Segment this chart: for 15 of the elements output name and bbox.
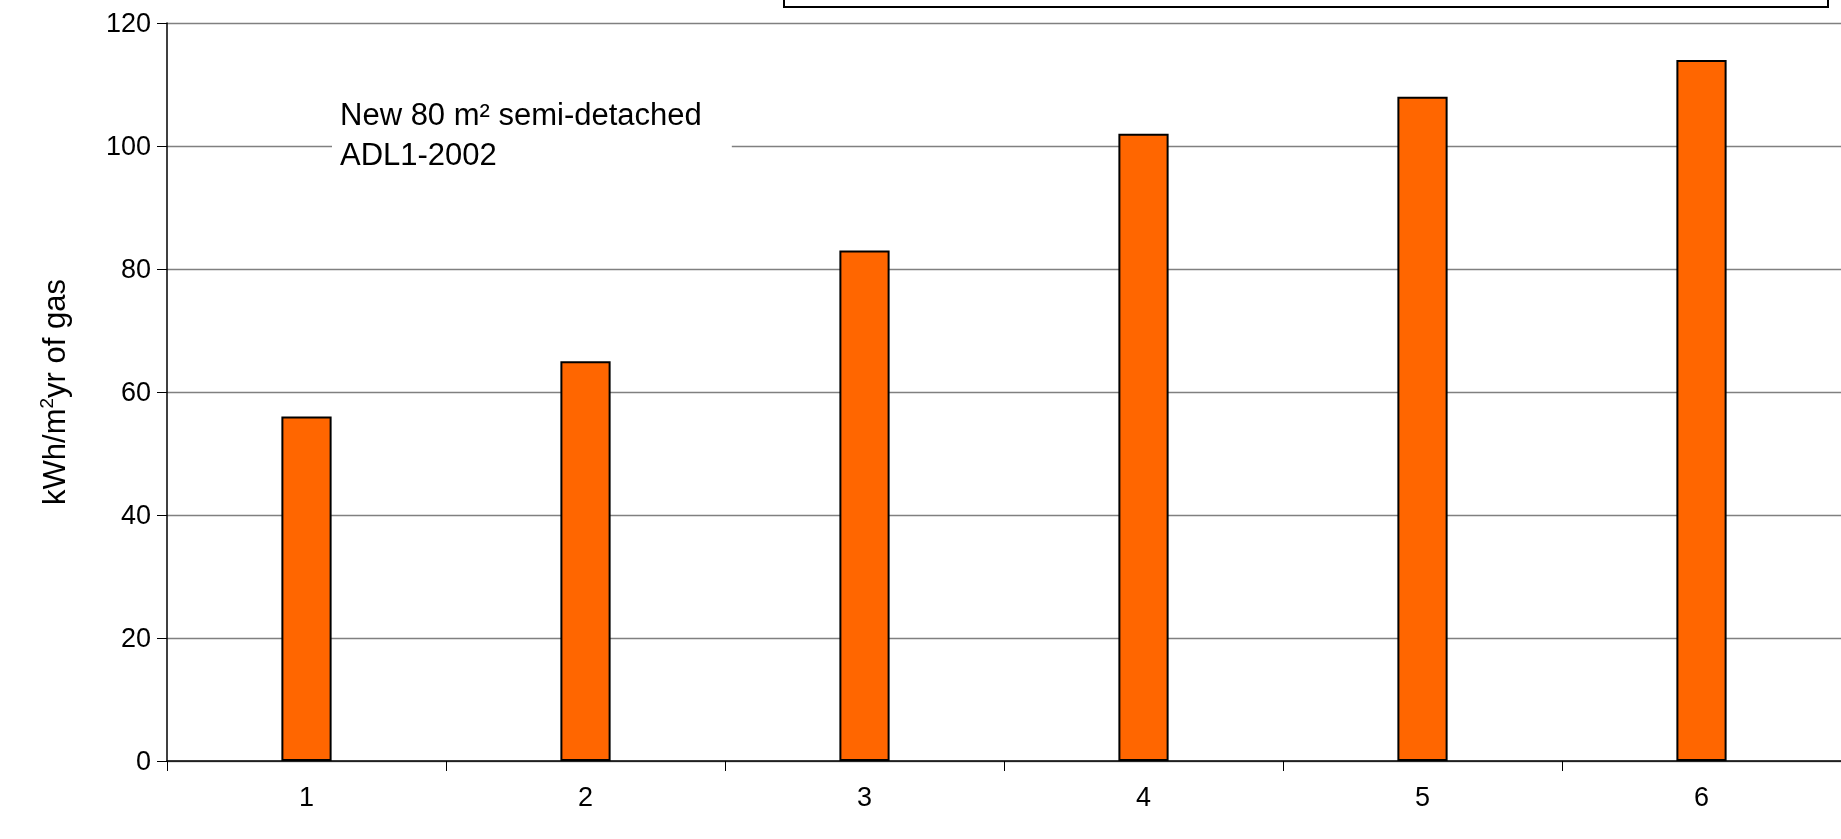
x-tick-label: 6 bbox=[1693, 781, 1710, 812]
x-tick-label: 4 bbox=[1135, 781, 1152, 812]
y-tick-label: 20 bbox=[120, 623, 151, 653]
y-tick-label: 100 bbox=[105, 131, 151, 161]
y-tick-label: 80 bbox=[120, 254, 151, 284]
x-tick-label: 2 bbox=[577, 781, 594, 812]
y-tick-label: 0 bbox=[135, 746, 151, 776]
y-tick-label: 120 bbox=[105, 8, 151, 38]
x-tick-label: 3 bbox=[856, 781, 873, 812]
y-tick-label: 40 bbox=[120, 500, 151, 530]
annotation: New 80 m² semi-detached ADL1-2002 bbox=[340, 96, 702, 172]
x-tick-label: 5 bbox=[1414, 781, 1431, 812]
y-tick-label: 60 bbox=[120, 377, 151, 407]
y-axis-title: kWh/m2yr of gas bbox=[36, 279, 72, 505]
x-tick-label: 1 bbox=[298, 781, 315, 812]
